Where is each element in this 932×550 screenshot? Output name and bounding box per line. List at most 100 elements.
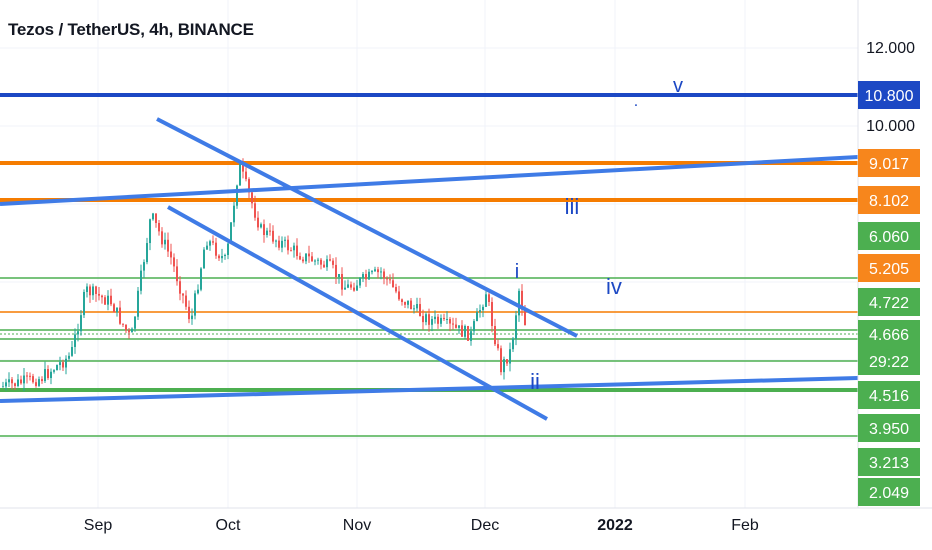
candle-body	[2, 386, 4, 388]
candle-body	[119, 307, 121, 324]
candle-body	[185, 295, 187, 307]
candle-body	[410, 300, 412, 310]
time-tick-label: 2022	[597, 517, 633, 534]
price-label-text: 4.516	[869, 388, 909, 405]
candle-body	[71, 346, 73, 356]
candle-body	[95, 286, 97, 294]
candle-body	[224, 254, 226, 257]
candle-body	[68, 355, 70, 359]
price-label-box	[858, 347, 920, 375]
candle-body	[497, 344, 499, 349]
price-label-text: 4.666	[869, 327, 909, 344]
candle-body	[5, 382, 7, 387]
candle-body	[419, 304, 421, 317]
chart-title: Tezos / TetherUS, 4h, BINANCE	[8, 20, 254, 39]
candle-body	[245, 171, 247, 180]
candle-body	[509, 349, 511, 364]
candle-body	[362, 274, 364, 279]
candle-body	[173, 257, 175, 267]
candle-body	[311, 256, 313, 262]
price-label-text: 10.800	[865, 88, 914, 105]
candle-body	[356, 285, 358, 291]
candle-body	[140, 270, 142, 291]
price-label-text: 4.722	[869, 295, 909, 312]
price-label-text: 8.102	[869, 193, 909, 210]
price-label-text: 6.060	[869, 229, 909, 246]
candle-body	[65, 358, 67, 368]
candle-body	[236, 185, 238, 206]
candle-body	[452, 323, 454, 325]
candle-body	[278, 240, 280, 248]
candle-body	[53, 370, 55, 372]
candle-body	[254, 203, 256, 218]
candle-body	[17, 379, 19, 387]
price-label-box	[858, 320, 920, 348]
candle-body	[503, 359, 505, 373]
candle-body	[161, 231, 163, 245]
candle-body	[272, 230, 274, 242]
price-label-text: 2.049	[869, 485, 909, 502]
candle-body	[275, 240, 277, 242]
candle-body	[470, 331, 472, 341]
candle-body	[206, 245, 208, 250]
candle-body	[20, 379, 22, 384]
candle-body	[44, 369, 46, 382]
candle-body	[188, 306, 190, 320]
candle-body	[308, 253, 310, 257]
wave-label-ii: ii	[530, 369, 540, 394]
candle-body	[413, 308, 415, 310]
candle-body	[221, 256, 223, 259]
candle-body	[38, 379, 40, 386]
candle-body	[512, 338, 514, 350]
candles	[2, 158, 526, 392]
candle-body	[77, 331, 79, 335]
candle-body	[200, 268, 202, 290]
trendlines	[0, 117, 859, 421]
candle-body	[227, 243, 229, 255]
candle-body	[212, 241, 214, 243]
candle-body	[395, 287, 397, 292]
candle-body	[326, 259, 328, 268]
candle-body	[467, 325, 469, 341]
candle-body	[398, 291, 400, 300]
annotation-dot: .	[634, 93, 638, 110]
candle-body	[242, 164, 244, 172]
candle-body	[455, 324, 457, 328]
candle-body	[389, 279, 391, 281]
candle-body	[23, 375, 25, 384]
candle-body	[431, 319, 433, 325]
candle-body	[251, 192, 253, 204]
candle-body	[149, 219, 151, 244]
candle-body	[74, 334, 76, 347]
candle-body	[32, 376, 34, 383]
candle-body	[443, 317, 445, 320]
price-label-box	[858, 149, 920, 177]
candle-body	[59, 362, 61, 366]
price-axis[interactable]: 12.000 10.000	[866, 40, 915, 135]
time-axis[interactable]: Sep Oct Nov Dec 2022 Feb	[84, 517, 759, 534]
candle-body	[314, 260, 316, 262]
candle-body	[482, 306, 484, 311]
candle-body	[215, 242, 217, 256]
candle-body	[47, 369, 49, 379]
candle-body	[518, 290, 520, 316]
candle-body	[26, 375, 28, 377]
candle-body	[158, 223, 160, 232]
candle-body	[86, 286, 88, 293]
candle-body	[41, 379, 43, 382]
candle-body	[347, 284, 349, 288]
rising-resistance-trendline	[0, 155, 859, 206]
price-labels: 10.800 9.017 8.102 6.060 5.205 4.722 4.666 29:2…	[858, 81, 920, 506]
candle-body	[191, 315, 193, 320]
price-label-box	[858, 222, 920, 250]
candle-body	[392, 280, 394, 288]
candle-body	[287, 239, 289, 251]
candle-body	[263, 224, 265, 236]
price-label-box	[858, 381, 920, 409]
candle-body	[98, 293, 100, 296]
candle-body	[515, 315, 517, 339]
candle-body	[377, 269, 379, 273]
candle-body	[353, 287, 355, 291]
price-label-box	[858, 448, 920, 476]
